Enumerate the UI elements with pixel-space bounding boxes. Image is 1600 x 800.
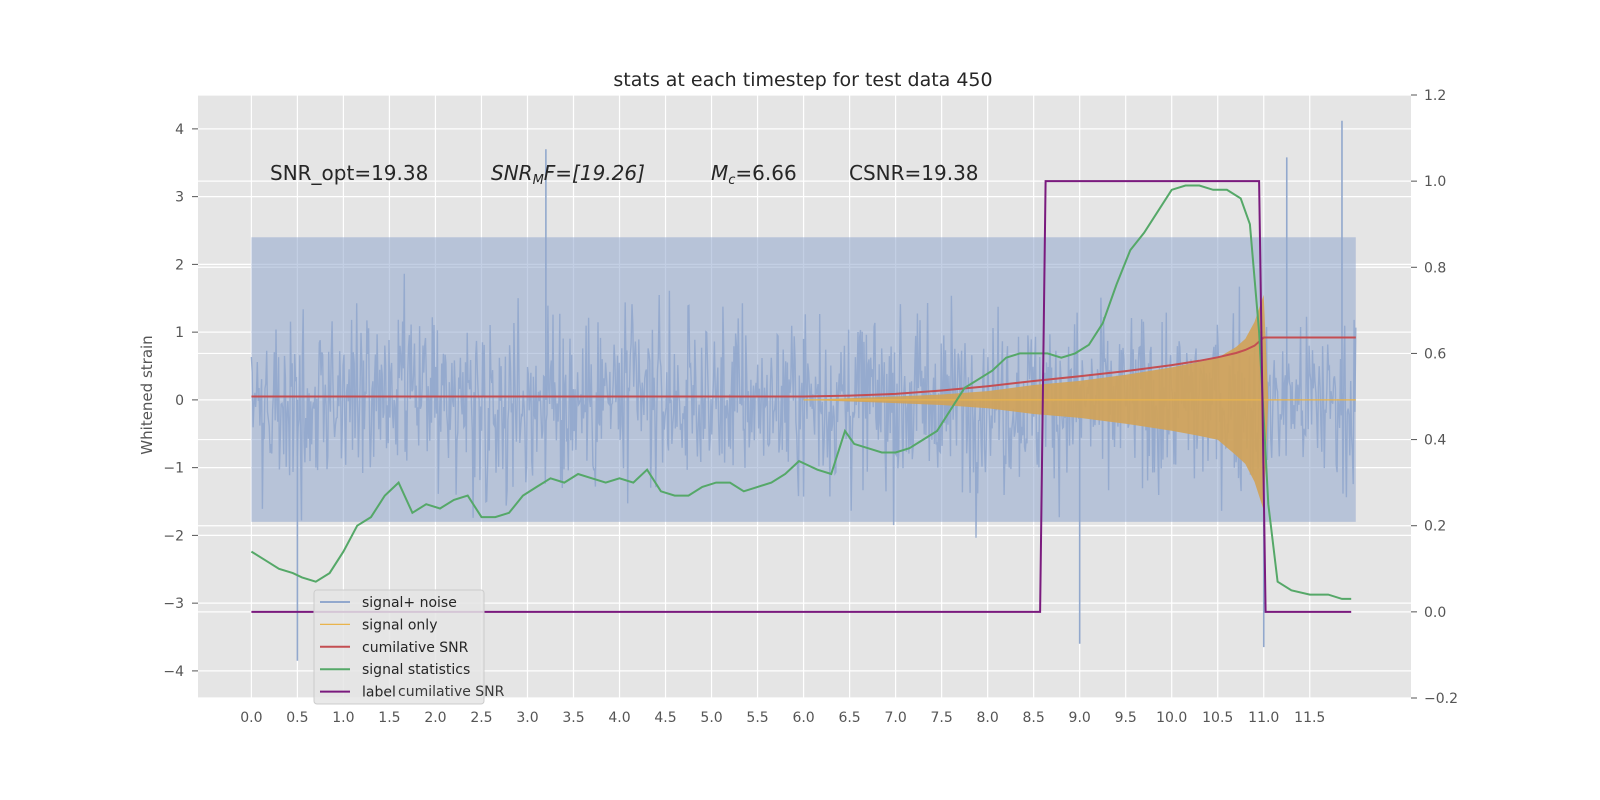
legend-label: signal statistics	[362, 662, 470, 678]
y2-tick-label: 0.0	[1424, 605, 1446, 621]
x-tick-label: 5.5	[746, 710, 768, 726]
y-tick-label: −3	[163, 596, 184, 612]
annotation-snr-mf-f: F=[19.26]	[544, 161, 645, 185]
x-tick-label: 0.0	[240, 710, 262, 726]
x-tick-label: 0.5	[286, 710, 308, 726]
y2-tick-label: 1.0	[1424, 174, 1446, 190]
x-tick-label: 5.0	[700, 710, 722, 726]
x-tick-label: 9.5	[1115, 710, 1137, 726]
chart-title: stats at each timestep for test data 450	[613, 69, 992, 91]
y-tick-label: −1	[163, 461, 184, 477]
x-tick-label: 1.5	[378, 710, 400, 726]
y-tick-label: −2	[163, 528, 184, 544]
series-signal-statistics	[250, 184, 1352, 600]
x-tick-label: 6.5	[838, 710, 860, 726]
legend-label: signal only	[362, 617, 437, 633]
y2-tick-label: 1.2	[1424, 88, 1446, 104]
series-label	[251, 180, 1352, 613]
annotation-mc: Mc=6.66	[711, 161, 797, 188]
y-tick-label: 4	[175, 122, 184, 138]
y-tick-label: 2	[175, 257, 184, 273]
y2-tick-label: 0.6	[1424, 346, 1446, 362]
legend-box	[313, 589, 485, 705]
legend-items: signal+ noise signal only cumilative SNR si…	[320, 595, 470, 701]
annotation-snr-opt: SNR_opt=19.38	[270, 161, 428, 185]
y2-tick-label: −0.2	[1424, 691, 1458, 707]
annotation-mc-value: =6.66	[735, 161, 796, 185]
series-signal-only-fill	[803, 294, 1356, 511]
x-tick-label: 7.5	[930, 710, 952, 726]
x-tick-label: 10.0	[1156, 710, 1187, 726]
x-tick-label: 11.5	[1294, 710, 1325, 726]
plot-layer	[250, 120, 1357, 661]
x-tick-label: 6.0	[792, 710, 814, 726]
annotation-snr-mf-main: SNR	[491, 161, 533, 185]
x-tick-label: 11.0	[1248, 710, 1279, 726]
annotation-snr-mf: SNRMF=[19.26]	[491, 161, 645, 188]
annotation-csnr: CSNR=19.38	[849, 161, 979, 185]
legend-label: label	[362, 685, 396, 701]
y2-tick-label: 0.8	[1424, 260, 1446, 276]
y-tick-label: 1	[175, 325, 184, 341]
annotation-mc-main: M	[711, 161, 728, 185]
legend-hidden-label: cumilative SNR	[398, 684, 505, 700]
x-tick-label: 4.5	[654, 710, 676, 726]
x-tick-label: 10.5	[1202, 710, 1233, 726]
legend: cumilative SNR signal+ noise signal only c…	[313, 589, 505, 705]
x-tick-label: 8.5	[1023, 710, 1045, 726]
x-tick-label: 8.0	[977, 710, 999, 726]
x-tick-label: 2.5	[470, 710, 492, 726]
x-tick-label: 3.0	[516, 710, 538, 726]
annotation-mc-sub: c	[728, 173, 735, 188]
x-tick-label: 4.0	[608, 710, 630, 726]
legend-label: signal+ noise	[362, 595, 457, 611]
x-tick-label: 3.5	[562, 710, 584, 726]
y2-tick-label: 0.4	[1424, 433, 1446, 449]
y-tick-label: 0	[175, 393, 184, 409]
axes: 0.0 0.5 1.0 1.5 2.0 2.5 3.0 3.5 4.0 4.5 5.0 5.5 6.0 6…	[163, 88, 1458, 726]
y-axis-label: Whitened strain	[138, 335, 156, 454]
x-tick-label: 7.0	[884, 710, 906, 726]
annotations: SNR_opt=19.38 SNRMF=[19.26] Mc=6.66 CSNR…	[270, 161, 979, 188]
y-tick-label: −4	[163, 664, 184, 680]
x-tick-label: 9.0	[1069, 710, 1091, 726]
legend-label: cumilative SNR	[362, 640, 469, 656]
x-tick-label: 2.0	[424, 710, 446, 726]
x-tick-label: 1.0	[332, 710, 354, 726]
y-tick-label: 3	[175, 190, 184, 206]
y2-tick-label: 0.2	[1424, 519, 1446, 535]
series-cumilative-snr	[251, 336, 1356, 398]
annotation-snr-mf-sub: M	[533, 173, 544, 188]
